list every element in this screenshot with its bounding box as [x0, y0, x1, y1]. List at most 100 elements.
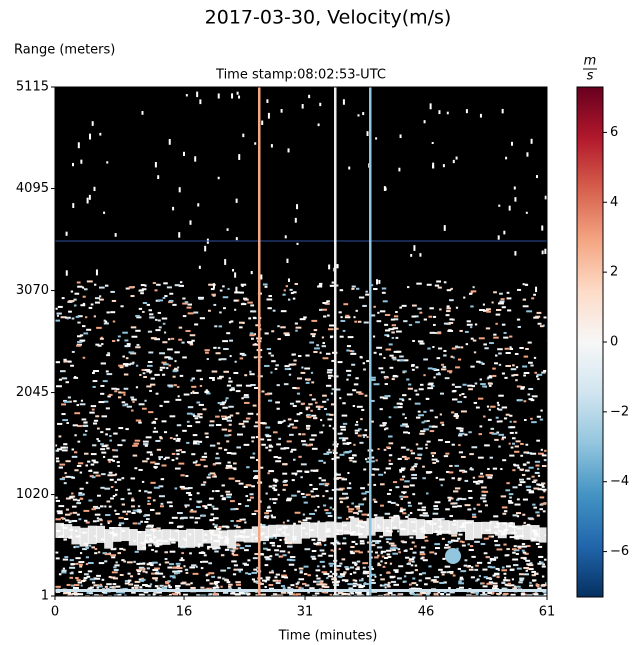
x-tick-label: 16 — [176, 605, 193, 620]
texture — [479, 309, 485, 312]
texture — [305, 494, 309, 497]
texture — [176, 567, 183, 570]
texture — [330, 392, 333, 395]
texture — [131, 591, 136, 594]
texture — [197, 442, 200, 445]
texture — [251, 578, 255, 581]
texture — [142, 302, 148, 304]
texture — [426, 283, 432, 286]
texture — [205, 436, 209, 439]
texture — [470, 576, 475, 579]
texture — [330, 542, 335, 545]
texture — [415, 593, 422, 596]
texture — [145, 571, 148, 574]
texture — [470, 337, 474, 340]
texture — [492, 467, 498, 470]
texture — [69, 400, 72, 403]
texture — [310, 409, 313, 412]
texture — [75, 315, 80, 318]
texture — [177, 570, 183, 573]
texture — [98, 562, 105, 565]
texture — [391, 516, 401, 530]
texture — [388, 459, 391, 462]
texture — [260, 525, 269, 542]
texture — [402, 370, 407, 373]
texture — [248, 317, 252, 320]
texture — [512, 364, 515, 367]
texture — [292, 297, 296, 300]
texture — [221, 428, 228, 431]
texture — [359, 540, 365, 543]
texture — [459, 540, 463, 543]
texture — [218, 375, 224, 378]
texture — [453, 490, 459, 493]
texture — [93, 461, 99, 464]
texture — [226, 384, 232, 387]
texture — [382, 300, 388, 303]
texture — [475, 593, 479, 596]
texture — [186, 420, 190, 423]
texture — [254, 142, 257, 145]
texture — [158, 458, 161, 461]
texture — [472, 286, 475, 289]
texture — [342, 439, 346, 442]
texture — [323, 315, 327, 318]
texture — [262, 579, 267, 582]
texture — [426, 591, 431, 594]
texture — [449, 515, 453, 518]
texture — [163, 431, 168, 434]
texture — [443, 455, 449, 458]
texture — [312, 488, 318, 491]
texture — [314, 509, 317, 512]
texture — [115, 585, 121, 588]
texture — [252, 452, 256, 455]
texture — [292, 405, 297, 408]
texture — [189, 510, 196, 513]
texture — [358, 586, 364, 589]
texture — [501, 569, 508, 572]
texture — [158, 563, 162, 566]
texture — [390, 580, 397, 583]
texture — [362, 562, 369, 565]
texture — [402, 541, 407, 544]
texture — [109, 586, 115, 589]
texture — [494, 540, 498, 543]
texture — [384, 323, 389, 326]
texture — [350, 592, 355, 595]
texture — [538, 555, 544, 558]
texture — [386, 571, 391, 574]
texture — [358, 503, 365, 506]
texture — [340, 319, 346, 322]
texture — [85, 464, 88, 467]
texture — [82, 424, 89, 427]
texture — [213, 592, 219, 595]
texture — [103, 211, 106, 214]
texture — [90, 405, 97, 408]
texture — [506, 548, 510, 551]
texture — [455, 156, 458, 160]
texture — [489, 577, 493, 580]
texture — [83, 573, 89, 576]
texture — [169, 563, 175, 566]
texture — [242, 518, 246, 521]
texture — [169, 575, 176, 578]
texture — [115, 561, 118, 564]
texture — [434, 594, 438, 596]
texture — [329, 284, 334, 287]
texture — [500, 495, 507, 498]
texture — [422, 512, 428, 515]
texture — [140, 292, 144, 295]
texture — [267, 112, 270, 119]
texture — [328, 377, 332, 380]
texture — [465, 520, 474, 541]
texture — [497, 569, 500, 572]
texture — [411, 592, 415, 595]
texture — [87, 525, 97, 545]
y-tick-label: 1020 — [16, 487, 49, 502]
texture — [451, 477, 455, 480]
texture — [96, 574, 101, 577]
texture — [454, 487, 461, 490]
texture — [349, 349, 353, 352]
texture — [496, 431, 500, 434]
texture — [150, 461, 156, 464]
